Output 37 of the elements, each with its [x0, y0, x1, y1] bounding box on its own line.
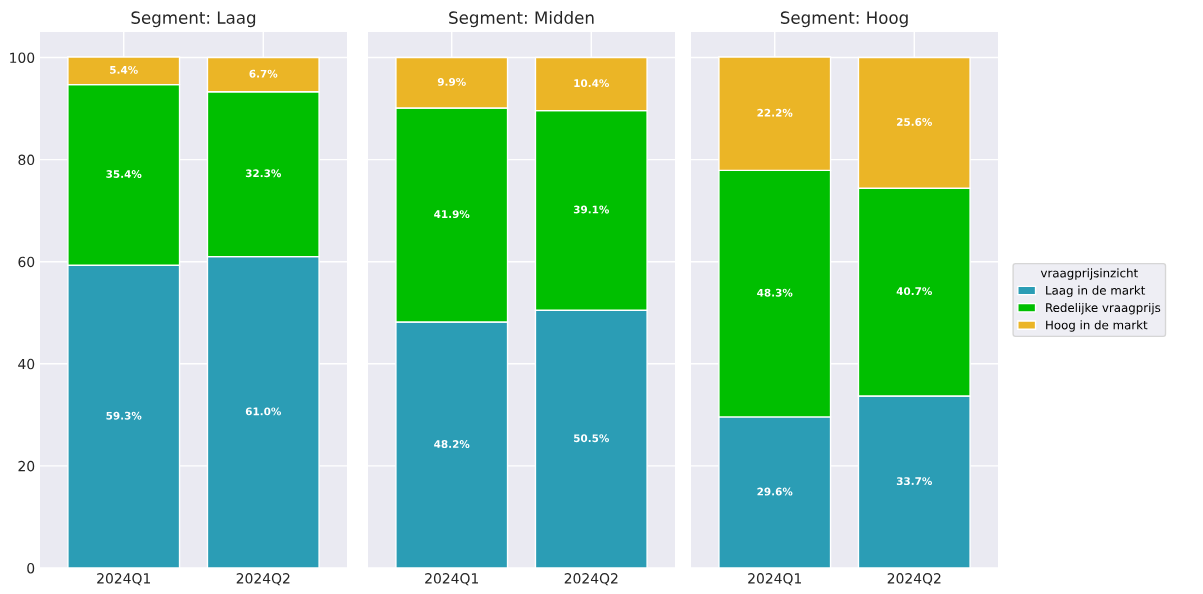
- data-label: 5.4%: [110, 65, 138, 74]
- x-tick-label: 2024Q1: [748, 573, 801, 586]
- legend-title: vraagprijsinzicht: [1040, 268, 1138, 280]
- legend-label: Redelijke vraagprijs: [1046, 302, 1161, 315]
- chart-title: Segment: Hoog: [780, 11, 908, 28]
- data-label: 50.5%: [574, 434, 610, 443]
- x-tick-label: 2024Q1: [97, 573, 150, 586]
- y-tick-label: 80: [18, 154, 35, 166]
- y-tick-label: 100: [10, 52, 35, 63]
- data-label: 9.9%: [437, 77, 466, 86]
- data-label: 6.7%: [249, 69, 278, 78]
- data-label: 48.2%: [434, 440, 470, 448]
- data-label: 41.9%: [434, 210, 470, 219]
- data-label: 32.3%: [245, 169, 282, 178]
- y-tick-label: 20: [18, 460, 35, 472]
- x-tick-label: 2024Q1: [425, 573, 478, 586]
- data-label: 22.2%: [757, 108, 793, 117]
- data-label: 35.4%: [106, 170, 142, 178]
- y-tick-label: 0: [27, 562, 35, 574]
- data-label: 61.0%: [245, 407, 282, 416]
- data-label: 40.7%: [896, 287, 933, 296]
- y-tick-label: 60: [18, 256, 35, 268]
- data-label: 29.6%: [757, 487, 793, 496]
- x-tick-label: 2024Q2: [887, 573, 941, 586]
- x-tick-label: 2024Q2: [564, 573, 618, 586]
- legend-label: Laag in de markt: [1046, 285, 1146, 298]
- chart-title: Segment: Laag: [131, 11, 256, 28]
- data-label: 48.3%: [757, 288, 793, 297]
- data-label: 39.1%: [573, 205, 610, 214]
- y-tick-label: 40: [18, 358, 35, 370]
- x-tick-label: 2024Q2: [236, 573, 290, 586]
- data-label: 33.7%: [896, 477, 933, 486]
- chart-title: Segment: Midden: [449, 11, 594, 28]
- data-label: 25.6%: [897, 118, 933, 126]
- data-label: 10.4%: [574, 79, 610, 88]
- data-label: 59.3%: [106, 411, 142, 420]
- legend-label: Hoog in de markt: [1046, 320, 1148, 332]
